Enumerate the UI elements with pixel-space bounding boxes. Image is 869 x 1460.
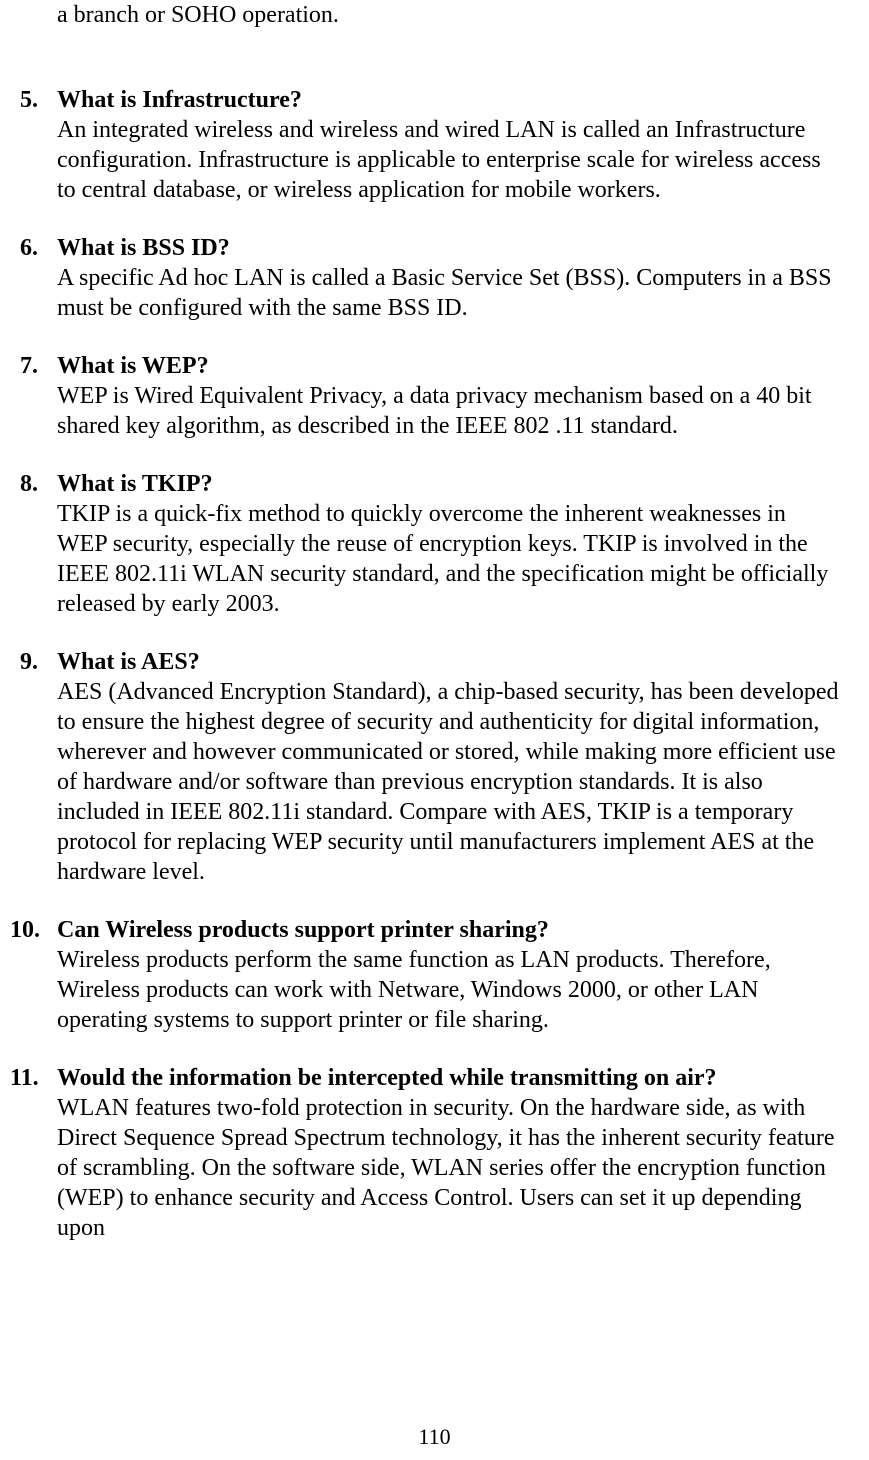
item-body: An integrated wireless and wireless and …: [57, 115, 839, 205]
item-heading: What is AES?: [57, 647, 839, 677]
item-number: 6.: [20, 233, 38, 263]
item-body: AES (Advanced Encryption Standard), a ch…: [57, 677, 839, 887]
item-number: 8.: [20, 469, 38, 499]
item-number: 11.: [10, 1063, 39, 1093]
item-heading: What is BSS ID?: [57, 233, 839, 263]
item-body: A specific Ad hoc LAN is called a Basic …: [57, 263, 839, 323]
item-number: 10.: [10, 915, 40, 945]
item-heading: What is Infrastructure?: [57, 85, 839, 115]
item-body: WLAN features two-fold protection in sec…: [57, 1093, 839, 1243]
item-heading: What is TKIP?: [57, 469, 839, 499]
item-heading: Would the information be intercepted whi…: [57, 1065, 717, 1091]
partial-continued-text: a branch or SOHO operation.: [57, 0, 839, 30]
faq-item-9: 9. What is AES? AES (Advanced Encryption…: [57, 647, 839, 887]
item-number: 7.: [20, 351, 38, 381]
item-heading: What is WEP?: [57, 351, 839, 381]
page-number: 110: [418, 1423, 450, 1451]
faq-item-6: 6. What is BSS ID? A specific Ad hoc LAN…: [57, 233, 839, 323]
item-body: Wireless products perform the same funct…: [57, 945, 839, 1035]
item-number: 5.: [20, 85, 38, 115]
item-heading: Can Wireless products support printer sh…: [57, 917, 549, 943]
item-body: WEP is Wired Equivalent Privacy, a data …: [57, 381, 839, 441]
faq-item-11: 11. Would the information be intercepted…: [57, 1063, 839, 1243]
faq-item-7: 7. What is WEP? WEP is Wired Equivalent …: [57, 351, 839, 441]
item-body: TKIP is a quick-fix method to quickly ov…: [57, 499, 839, 619]
faq-item-10: 10. Can Wireless products support printe…: [57, 915, 839, 1035]
item-number: 9.: [20, 647, 38, 677]
faq-item-8: 8. What is TKIP? TKIP is a quick-fix met…: [57, 469, 839, 619]
faq-item-5: 5. What is Infrastructure? An integrated…: [57, 85, 839, 205]
